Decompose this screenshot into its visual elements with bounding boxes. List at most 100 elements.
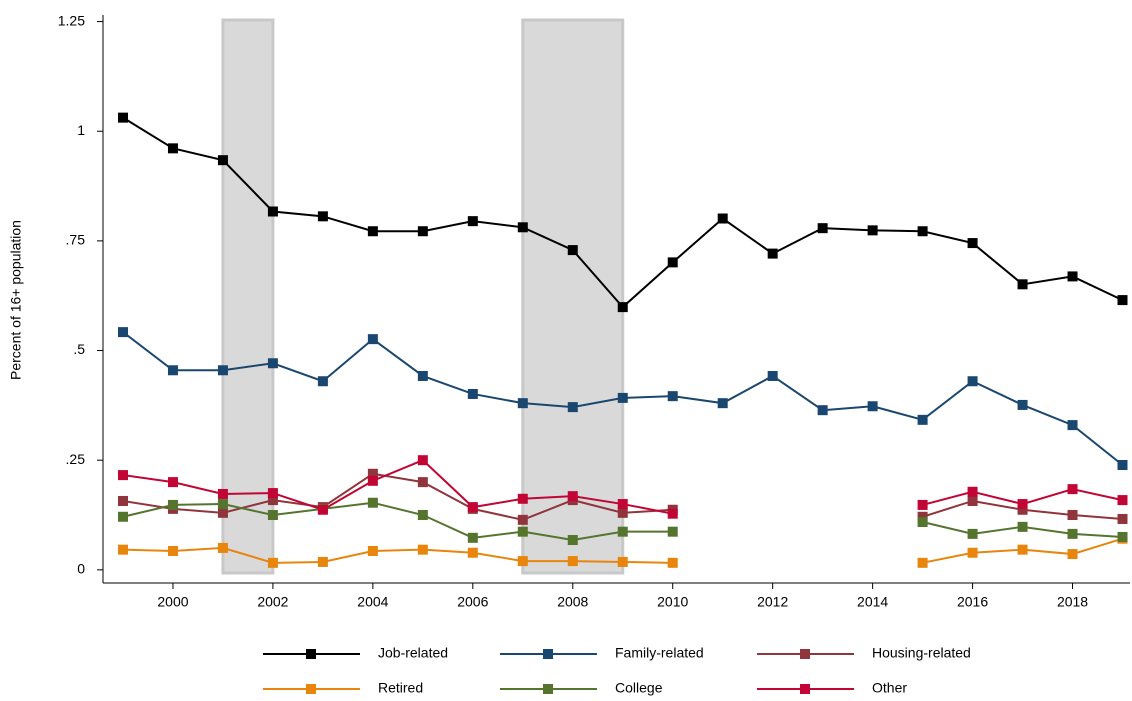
data-point bbox=[667, 508, 678, 519]
data-point bbox=[367, 497, 378, 508]
legend-marker bbox=[543, 649, 553, 659]
data-point bbox=[1117, 513, 1128, 524]
data-point bbox=[167, 143, 178, 154]
data-point bbox=[567, 535, 578, 546]
data-point bbox=[167, 499, 178, 510]
data-point bbox=[467, 532, 478, 543]
y-tick-label: .75 bbox=[66, 232, 86, 248]
data-point bbox=[567, 245, 578, 256]
shaded-period bbox=[521, 18, 625, 575]
x-tick-label: 2000 bbox=[157, 594, 188, 610]
x-tick-label: 2014 bbox=[857, 594, 888, 610]
legend-marker bbox=[306, 649, 316, 659]
data-point bbox=[317, 211, 328, 222]
data-point bbox=[1067, 528, 1078, 539]
data-point bbox=[967, 528, 978, 539]
data-point bbox=[867, 225, 878, 236]
data-point bbox=[217, 155, 228, 166]
data-point bbox=[267, 557, 278, 568]
data-point bbox=[617, 507, 628, 518]
data-point bbox=[367, 334, 378, 345]
data-point bbox=[117, 511, 128, 522]
legend-label: College bbox=[615, 680, 663, 696]
data-point bbox=[1117, 295, 1128, 306]
legend-label: Other bbox=[872, 680, 907, 696]
data-point bbox=[917, 499, 928, 510]
data-point bbox=[117, 327, 128, 338]
data-point bbox=[1017, 504, 1028, 515]
data-point bbox=[767, 248, 778, 259]
data-point bbox=[667, 391, 678, 402]
x-tick-label: 2010 bbox=[657, 594, 688, 610]
y-tick-label: 1 bbox=[77, 122, 85, 138]
data-point bbox=[967, 376, 978, 387]
data-point bbox=[967, 547, 978, 558]
data-point bbox=[717, 213, 728, 224]
data-point bbox=[367, 475, 378, 486]
data-point bbox=[367, 545, 378, 556]
x-tick-label: 2016 bbox=[957, 594, 988, 610]
x-tick-label: 2008 bbox=[557, 594, 588, 610]
data-point bbox=[267, 510, 278, 521]
data-point bbox=[617, 392, 628, 403]
legend-marker bbox=[543, 684, 553, 694]
data-point bbox=[267, 488, 278, 499]
data-point bbox=[467, 216, 478, 227]
x-tick-label: 2006 bbox=[457, 594, 488, 610]
data-point bbox=[167, 477, 178, 488]
data-point bbox=[517, 526, 528, 537]
x-tick-label: 2004 bbox=[357, 594, 388, 610]
data-point bbox=[217, 488, 228, 499]
data-point bbox=[1017, 544, 1028, 555]
data-point bbox=[167, 545, 178, 556]
data-point bbox=[917, 517, 928, 528]
data-point bbox=[417, 510, 428, 521]
legend-marker bbox=[800, 684, 810, 694]
data-point bbox=[967, 486, 978, 497]
data-point bbox=[117, 495, 128, 506]
data-point bbox=[1067, 549, 1078, 560]
data-point bbox=[517, 493, 528, 504]
data-point bbox=[217, 542, 228, 553]
data-point bbox=[817, 223, 828, 234]
x-tick-label: 2002 bbox=[257, 594, 288, 610]
data-point bbox=[967, 238, 978, 249]
data-point bbox=[1017, 399, 1028, 410]
legend-label: Housing-related bbox=[872, 645, 971, 661]
data-point bbox=[417, 455, 428, 466]
data-point bbox=[617, 556, 628, 567]
data-point bbox=[467, 547, 478, 558]
data-point bbox=[217, 507, 228, 518]
data-point bbox=[167, 365, 178, 376]
data-point bbox=[567, 556, 578, 567]
data-point bbox=[617, 526, 628, 537]
y-tick-label: 1.25 bbox=[58, 12, 85, 28]
data-point bbox=[667, 526, 678, 537]
data-point bbox=[467, 502, 478, 513]
data-point bbox=[417, 544, 428, 555]
data-point bbox=[317, 504, 328, 515]
data-point bbox=[567, 491, 578, 502]
data-point bbox=[1067, 271, 1078, 282]
data-point bbox=[617, 499, 628, 510]
legend-label: Retired bbox=[378, 680, 423, 696]
data-point bbox=[717, 398, 728, 409]
data-point bbox=[1017, 521, 1028, 532]
data-point bbox=[267, 358, 278, 369]
data-point bbox=[217, 499, 228, 510]
data-point bbox=[1067, 420, 1078, 431]
data-point bbox=[1117, 460, 1128, 471]
data-point bbox=[517, 222, 528, 233]
data-point bbox=[917, 511, 928, 522]
data-point bbox=[917, 226, 928, 237]
shaded-period bbox=[221, 18, 275, 575]
legend-marker bbox=[800, 649, 810, 659]
data-point bbox=[1117, 531, 1128, 542]
data-point bbox=[617, 302, 628, 313]
data-point bbox=[417, 477, 428, 488]
legend-marker bbox=[306, 684, 316, 694]
data-point bbox=[1017, 499, 1028, 510]
data-point bbox=[967, 495, 978, 506]
data-point bbox=[867, 401, 878, 412]
